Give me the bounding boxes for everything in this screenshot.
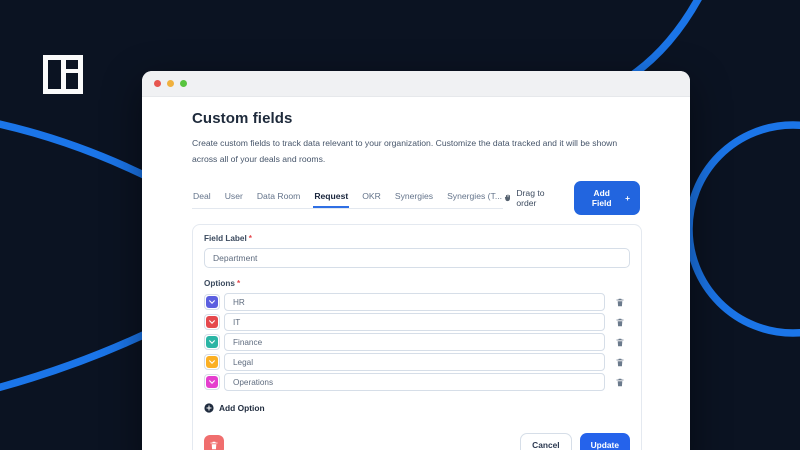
trash-icon (616, 298, 624, 306)
tab-request[interactable]: Request (313, 187, 349, 208)
page-title: Custom fields (192, 110, 293, 127)
color-picker-button[interactable] (204, 294, 220, 310)
plus-icon: + (625, 193, 630, 203)
color-swatch (206, 316, 218, 328)
tab-okr[interactable]: OKR (362, 191, 381, 201)
color-picker-button[interactable] (204, 314, 220, 330)
chevron-down-icon (209, 340, 215, 344)
option-input[interactable] (224, 293, 605, 311)
option-row (204, 313, 630, 331)
option-input[interactable] (224, 373, 605, 391)
required-asterisk: * (248, 234, 252, 243)
chevron-down-icon (209, 380, 215, 384)
custom-fields-window: Custom fields Create custom fields to tr… (142, 71, 690, 450)
option-input[interactable] (224, 313, 605, 331)
delete-option-button[interactable] (610, 353, 630, 371)
required-asterisk: * (236, 279, 241, 288)
window-titlebar (142, 71, 690, 97)
drag-to-order-label: Drag to order (516, 188, 545, 208)
plus-circle-icon (204, 403, 214, 413)
delete-option-button[interactable] (610, 313, 630, 331)
update-button[interactable]: Update (579, 433, 630, 450)
tab-list: Deal User Data Room Request OKR Synergie… (192, 187, 503, 209)
toolbar-right: Drag to order Add Field + (503, 181, 640, 215)
maximize-window-dot[interactable] (180, 80, 187, 87)
options-caption: Options * (204, 279, 630, 288)
add-field-button[interactable]: Add Field + (574, 181, 640, 215)
delete-option-button[interactable] (610, 293, 630, 311)
option-row (204, 333, 630, 351)
tab-synergies[interactable]: Synergies (394, 191, 434, 201)
color-picker-button[interactable] (204, 334, 220, 350)
color-picker-button[interactable] (204, 354, 220, 370)
brand-logo (43, 55, 83, 99)
tab-deal[interactable]: Deal (193, 191, 211, 201)
cancel-button[interactable]: Cancel (520, 433, 572, 450)
drag-hand-icon (504, 194, 510, 202)
option-input[interactable] (224, 333, 605, 351)
option-row (204, 353, 630, 371)
field-label-text: Field Label (204, 234, 247, 243)
trash-icon (616, 358, 624, 366)
color-swatch (206, 356, 218, 368)
options-label-text: Options (204, 279, 235, 288)
panel-footer: Cancel Update (204, 433, 630, 450)
field-editor-panel: Field Label* Options* (192, 224, 642, 450)
delete-option-button[interactable] (610, 333, 630, 351)
tabs-toolbar: Deal User Data Room Request OKR Synergie… (192, 181, 640, 215)
tab-user[interactable]: User (224, 191, 243, 201)
close-window-dot[interactable] (154, 80, 161, 87)
delete-option-button[interactable] (610, 373, 630, 391)
curve-right-circle (685, 121, 800, 337)
trash-icon (616, 318, 624, 326)
color-swatch (206, 376, 218, 388)
footer-actions: Cancel Update (520, 433, 630, 450)
trash-icon (210, 441, 218, 449)
chevron-down-icon (209, 300, 215, 304)
minimize-window-dot[interactable] (167, 80, 174, 87)
chevron-down-icon (209, 320, 215, 324)
trash-icon (616, 378, 624, 386)
page-description: Create custom fields to track data relev… (192, 138, 618, 164)
trash-icon (616, 338, 624, 346)
color-swatch (206, 296, 218, 308)
option-row (204, 293, 630, 311)
drag-to-order[interactable]: Drag to order (503, 188, 563, 208)
curve-left-top (0, 120, 162, 186)
option-row (204, 373, 630, 391)
add-option-button[interactable]: Add Option (204, 403, 265, 413)
option-input[interactable] (224, 353, 605, 371)
add-field-label: Add Field (591, 188, 612, 208)
tab-data-room[interactable]: Data Room (256, 191, 301, 201)
delete-field-button[interactable] (204, 435, 224, 450)
field-label-caption: Field Label * (204, 234, 630, 243)
chevron-down-icon (209, 360, 215, 364)
tab-synergies-truncated[interactable]: Synergies (T... (447, 191, 502, 201)
field-label-input[interactable] (204, 248, 630, 268)
color-picker-button[interactable] (204, 374, 220, 390)
color-swatch (206, 336, 218, 348)
curve-left-bottom (0, 324, 162, 392)
curve-top-right (624, 0, 702, 82)
add-option-label: Add Option (219, 403, 265, 413)
